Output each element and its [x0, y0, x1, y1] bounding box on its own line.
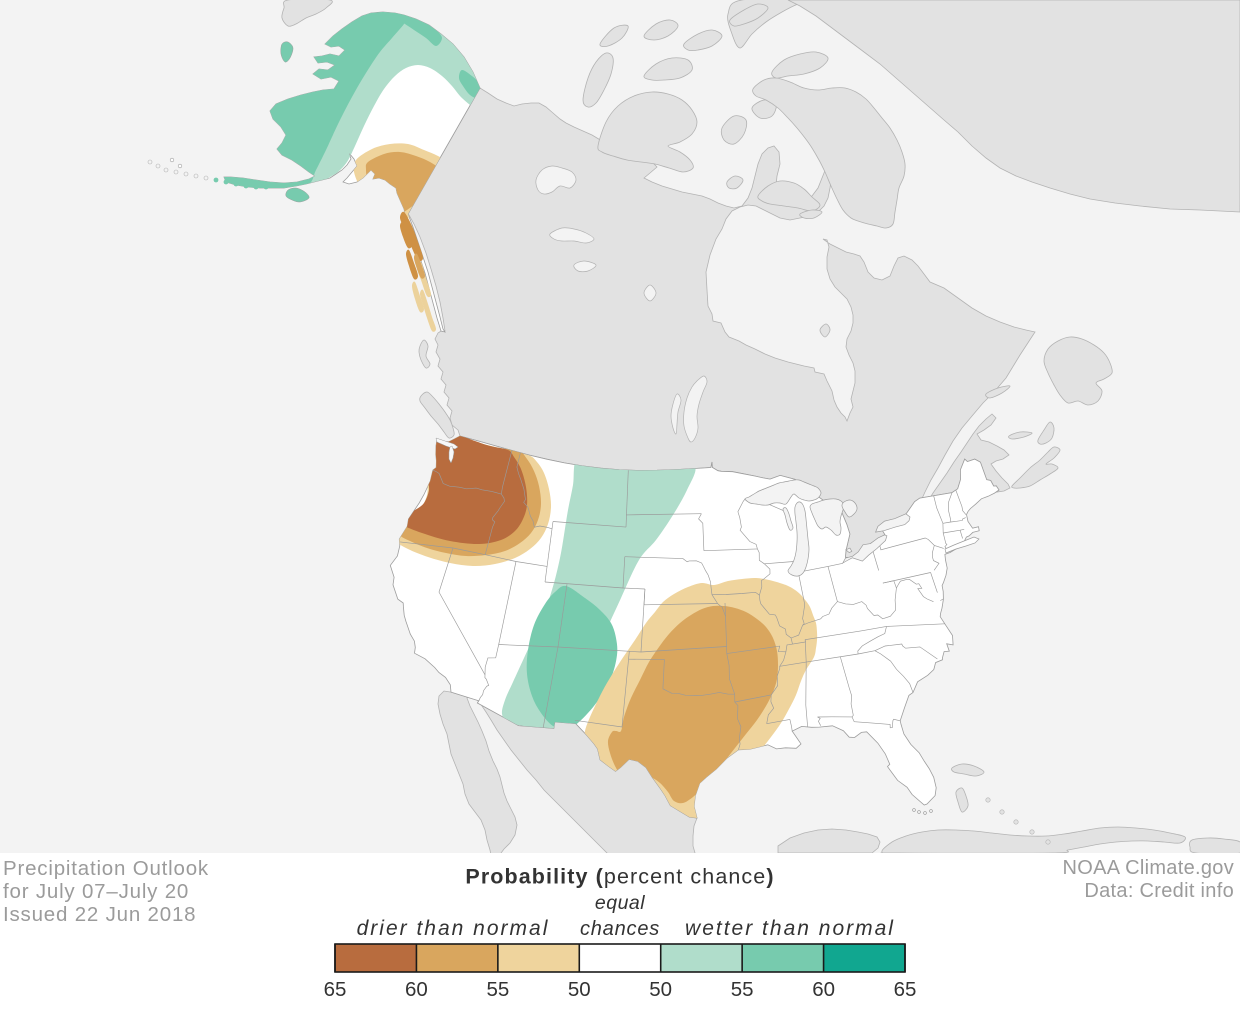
svg-text:for July 07–July 20: for July 07–July 20 — [3, 880, 189, 903]
svg-text:Precipitation Outlook: Precipitation Outlook — [3, 857, 209, 880]
svg-text:Probability (percent chance): Probability (percent chance) — [465, 865, 774, 889]
svg-text:chances: chances — [580, 918, 660, 940]
svg-text:drier than normal: drier than normal — [357, 917, 550, 940]
svg-text:55: 55 — [486, 978, 509, 1001]
svg-text:Issued 22 Jun 2018: Issued 22 Jun 2018 — [3, 903, 196, 926]
svg-text:wetter than normal: wetter than normal — [685, 917, 895, 940]
svg-text:50: 50 — [649, 978, 672, 1001]
svg-text:equal: equal — [595, 892, 645, 914]
svg-text:60: 60 — [405, 978, 428, 1001]
svg-text:65: 65 — [324, 978, 347, 1001]
svg-text:50: 50 — [568, 978, 591, 1001]
svg-text:Data: Credit info: Data: Credit info — [1084, 880, 1234, 902]
svg-text:65: 65 — [894, 978, 917, 1001]
svg-text:55: 55 — [731, 978, 754, 1001]
svg-text:60: 60 — [812, 978, 835, 1001]
svg-text:NOAA Climate.gov: NOAA Climate.gov — [1062, 857, 1234, 879]
